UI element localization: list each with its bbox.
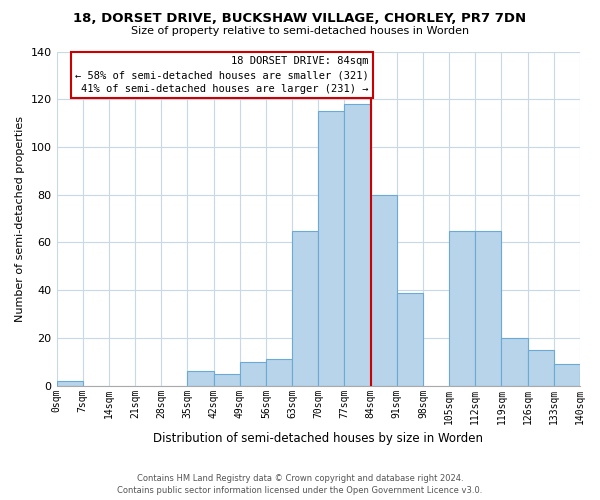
X-axis label: Distribution of semi-detached houses by size in Worden: Distribution of semi-detached houses by …	[153, 432, 483, 445]
Text: 18, DORSET DRIVE, BUCKSHAW VILLAGE, CHORLEY, PR7 7DN: 18, DORSET DRIVE, BUCKSHAW VILLAGE, CHOR…	[73, 12, 527, 26]
Text: Size of property relative to semi-detached houses in Worden: Size of property relative to semi-detach…	[131, 26, 469, 36]
Bar	[344, 104, 371, 386]
Bar	[371, 194, 397, 386]
Bar	[580, 372, 600, 386]
Bar	[527, 350, 554, 386]
Text: Contains HM Land Registry data © Crown copyright and database right 2024.
Contai: Contains HM Land Registry data © Crown c…	[118, 474, 482, 495]
Bar	[187, 372, 214, 386]
Bar	[554, 364, 580, 386]
Bar	[318, 111, 344, 386]
Bar	[214, 374, 240, 386]
Bar	[475, 230, 502, 386]
Bar	[240, 362, 266, 386]
Bar	[56, 381, 83, 386]
Bar	[292, 230, 318, 386]
Text: 18 DORSET DRIVE: 84sqm
← 58% of semi-detached houses are smaller (321)
41% of se: 18 DORSET DRIVE: 84sqm ← 58% of semi-det…	[75, 56, 369, 94]
Y-axis label: Number of semi-detached properties: Number of semi-detached properties	[15, 116, 25, 322]
Bar	[449, 230, 475, 386]
Bar	[397, 292, 423, 386]
Bar	[502, 338, 527, 386]
Bar	[266, 360, 292, 386]
